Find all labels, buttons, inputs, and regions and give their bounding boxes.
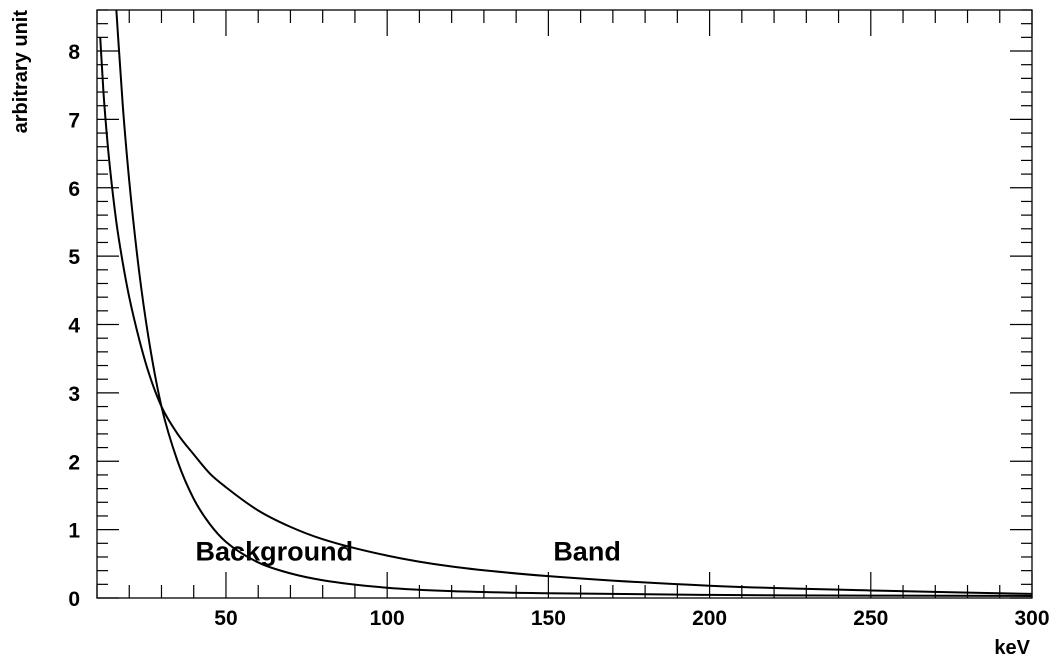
y-tick-label: 8 [68,41,80,64]
y-tick-label: 0 [68,588,80,611]
plot-frame [96,9,1033,599]
y-tick-label: 1 [68,520,80,543]
series-lines [99,10,1032,597]
y-axis-title: arbitrary unit [10,10,32,134]
y-tick-labels: 0 1 2 3 4 5 6 7 8 [68,41,80,611]
x-tick-label: 300 [1014,607,1049,630]
y-tick-label: 6 [68,178,80,201]
x-tick-label: 200 [692,607,727,630]
x-tick-label: 150 [531,607,566,630]
y-tick-label: 3 [68,383,80,406]
y-tick-label: 5 [68,246,80,269]
annotations: Background Band [196,536,621,566]
y-tick-label: 4 [68,315,80,338]
annotation-label: Band [553,536,621,566]
x-tick-label: 100 [370,607,405,630]
annotation-label: Background [196,536,354,566]
axis-ticks [96,9,1033,599]
y-tick-label: 7 [68,109,80,132]
series-line-1 [115,10,1032,597]
series-line-2 [99,37,1032,595]
x-tick-label: 50 [214,607,237,630]
x-axis-title: keV [994,637,1030,658]
x-tick-label: 250 [853,607,888,630]
x-tick-labels: 50 100 150 200 250 300 [214,607,1049,630]
y-tick-label: 2 [68,451,80,474]
